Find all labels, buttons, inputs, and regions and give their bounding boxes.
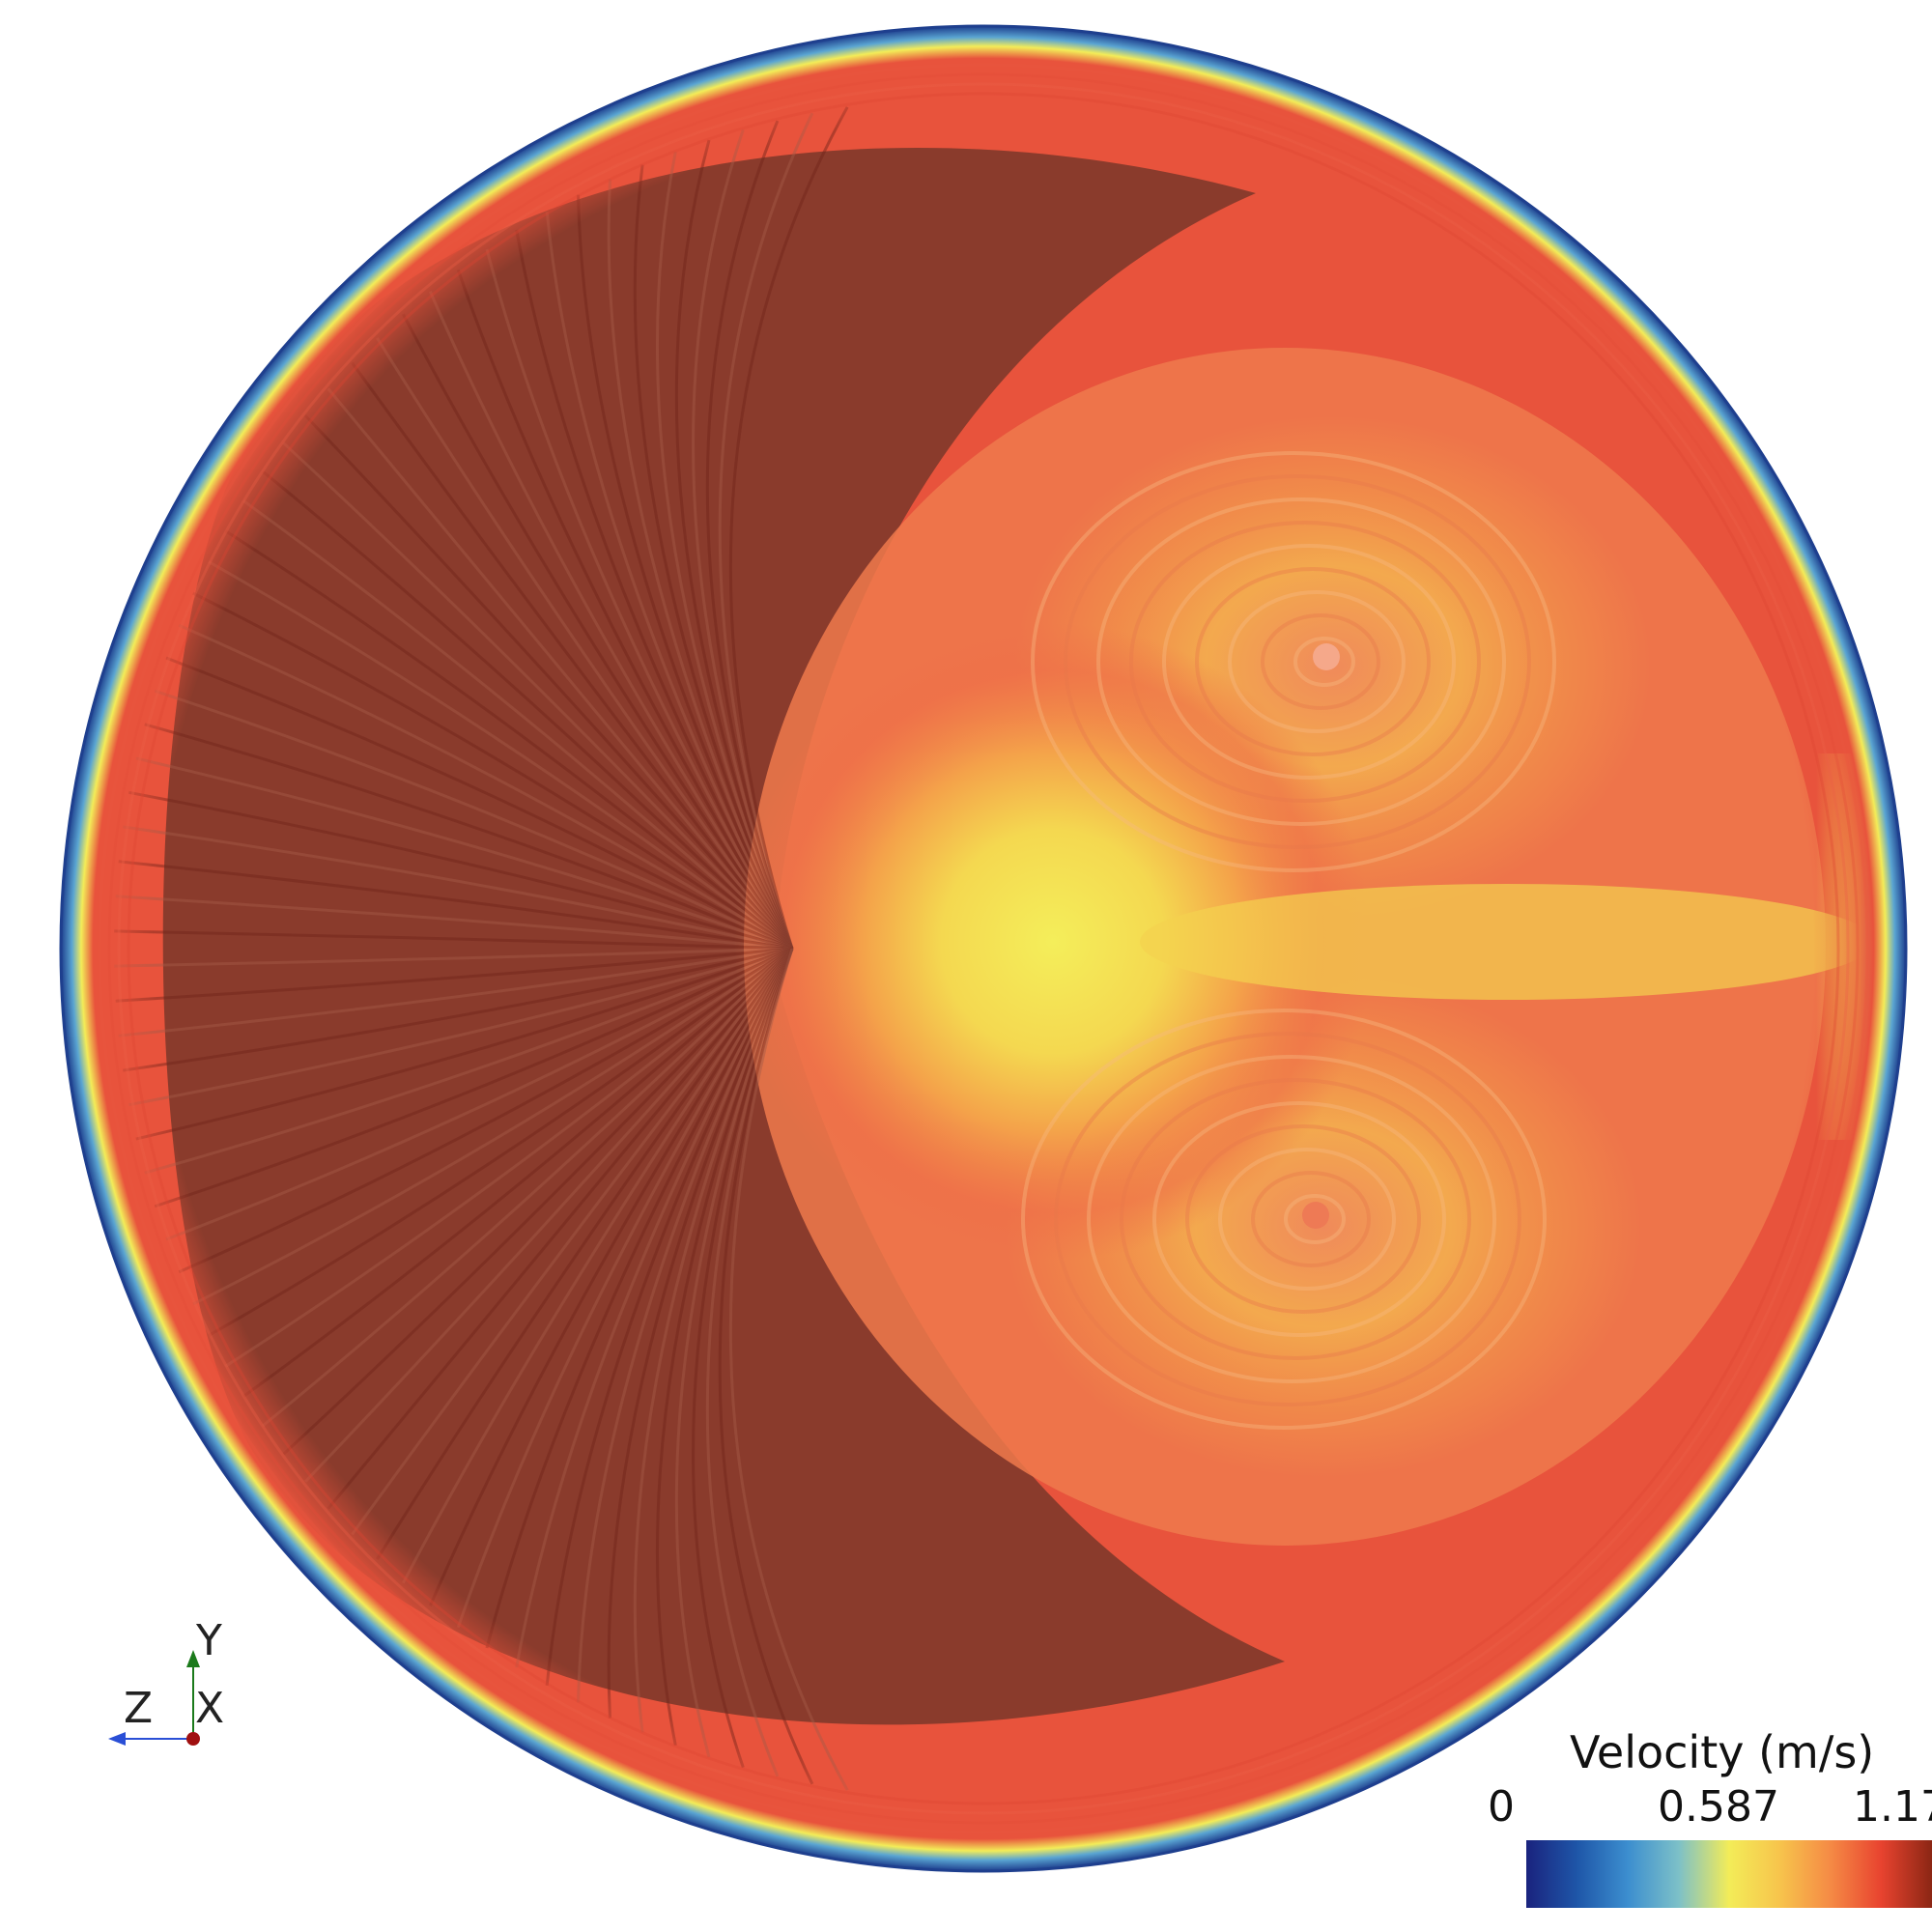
y-axis-label: Y: [196, 1616, 222, 1665]
color-legend-bar: [1526, 1840, 1932, 1908]
pipe-wall: [59, 24, 1908, 1873]
legend-tick-mid: 0.587: [1658, 1782, 1779, 1832]
x-axis-dot-icon: [186, 1732, 200, 1746]
legend-tick-max: 1.17: [1853, 1782, 1932, 1832]
disk-field: [61, 26, 1906, 1871]
legend-tick-min: 0: [1488, 1782, 1515, 1832]
legend-title: Velocity (m/s): [1570, 1726, 1875, 1778]
x-axis-label: X: [195, 1684, 225, 1733]
orientation-axes: [108, 1650, 200, 1746]
z-axis-arrow-icon: [108, 1732, 126, 1746]
y-axis-arrow-icon: [186, 1650, 200, 1667]
rim-boundary-layer: [61, 26, 1906, 1871]
z-axis-label: Z: [124, 1684, 154, 1733]
